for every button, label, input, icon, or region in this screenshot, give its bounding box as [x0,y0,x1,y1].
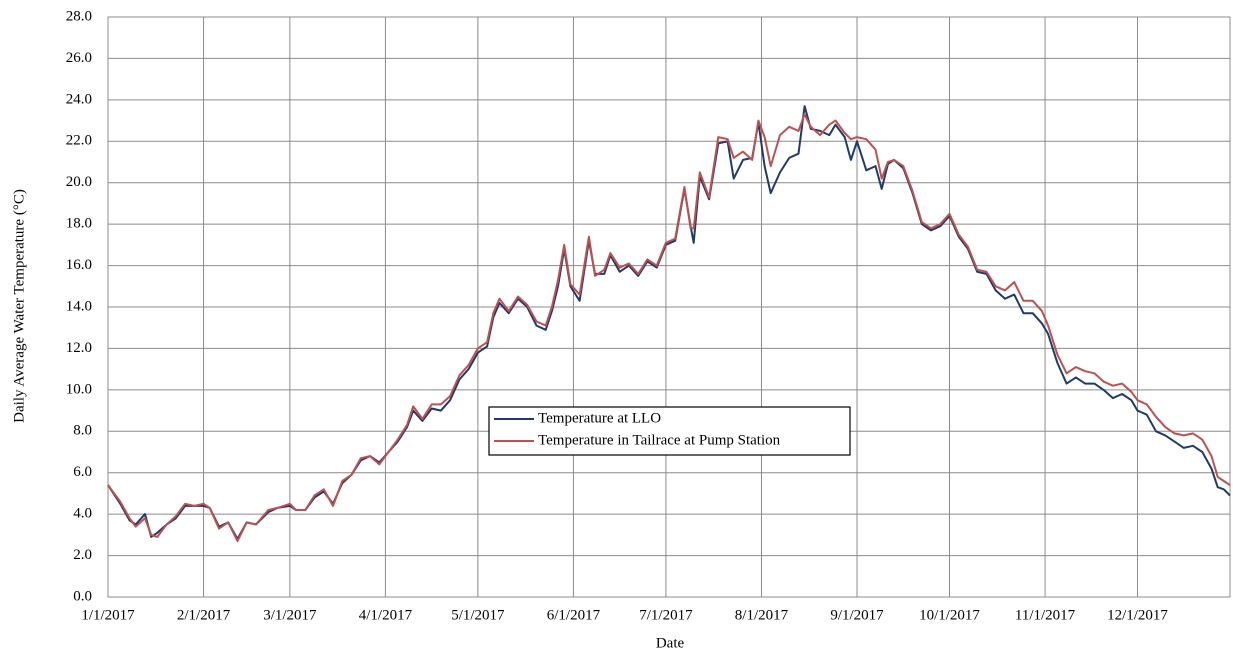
x-tick-label: 3/1/2017 [263,607,317,623]
y-tick-label: 6.0 [73,464,92,480]
x-tick-label: 11/1/2017 [1015,607,1076,623]
x-tick-label: 9/1/2017 [830,607,884,623]
plot-frame [107,16,1231,598]
y-tick-label: 26.0 [66,50,92,66]
y-tick-label: 4.0 [73,506,92,522]
legend-box [488,406,851,456]
x-tick-label: 5/1/2017 [451,607,505,623]
x-tick-label: 12/1/2017 [1107,607,1168,623]
y-tick-label: 2.0 [73,547,92,563]
legend-label: Temperature in Tailrace at Pump Station [538,432,781,448]
x-tick-label: 4/1/2017 [359,607,413,623]
legend: Temperature at LLO Temperature in Tailrac… [488,406,851,456]
y-tick-label: 20.0 [66,174,92,190]
x-tick-label: 2/1/2017 [177,607,231,623]
series-line [107,105,1231,540]
y-tick-label: 14.0 [66,298,92,314]
y-tick-label: 22.0 [66,133,92,149]
x-tick-label: 6/1/2017 [547,607,601,623]
y-tick-label: 16.0 [66,257,92,273]
series-line [107,113,1231,543]
y-tick-label: 18.0 [66,216,92,232]
x-tick-label: 1/1/2017 [81,607,135,623]
y-tick-label: 12.0 [66,340,92,356]
y-axis-label: Daily Average Water Temperature (°C) [11,189,27,423]
x-axis-label: Date [656,635,685,651]
y-tick-label: 28.0 [66,8,92,24]
y-tick-label: 0.0 [73,588,92,604]
y-tick-label: 24.0 [66,91,92,107]
legend-label: Temperature at LLO [538,410,661,426]
y-tick-label: 10.0 [66,381,92,397]
y-tick-label: 8.0 [73,423,92,439]
x-tick-label: 7/1/2017 [639,607,693,623]
x-tick-label: 8/1/2017 [735,607,789,623]
x-tick-label: 10/1/2017 [919,607,980,623]
